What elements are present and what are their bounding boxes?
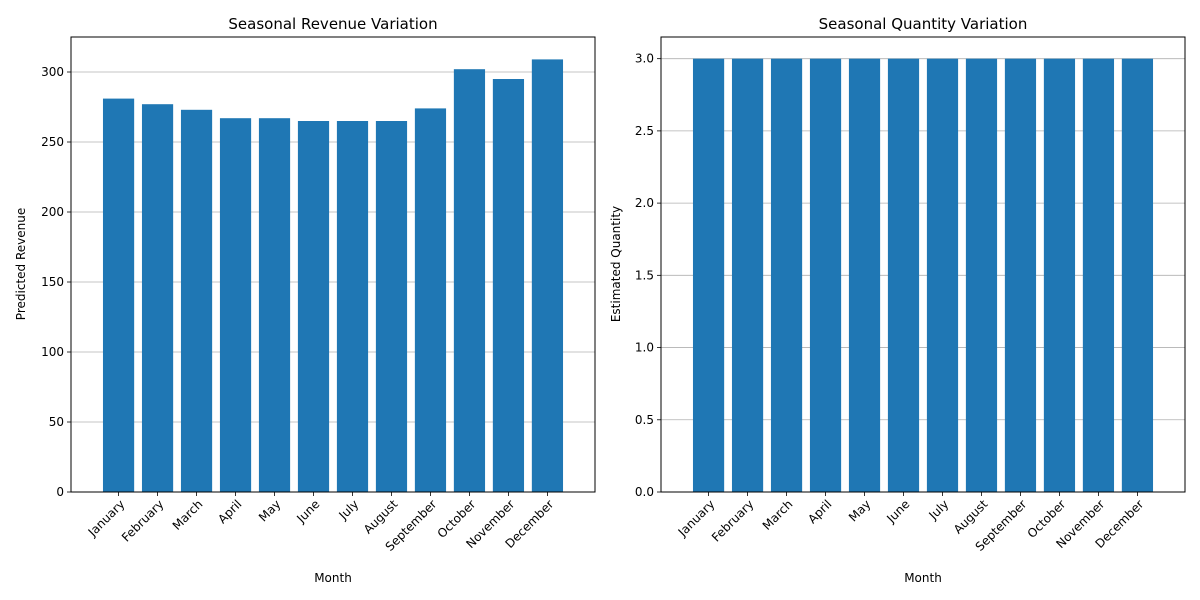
revenue-y-tick-label: 150 <box>41 275 64 289</box>
quantity-bar-november <box>1082 58 1115 493</box>
quantity-chart-title: Seasonal Quantity Variation <box>819 15 1028 33</box>
revenue-y-axis-label: Predicted Revenue <box>14 208 28 320</box>
quantity-y-tick-label: 2.0 <box>635 196 654 210</box>
revenue-bars <box>102 59 564 493</box>
revenue-bar-october <box>453 69 486 492</box>
quantity-bar-august <box>965 58 998 493</box>
revenue-y-tick-label: 300 <box>41 65 64 79</box>
revenue-bar-august <box>375 121 408 492</box>
quantity-x-axis-label: Month <box>904 571 942 585</box>
quantity-y-axis-label: Estimated Quantity <box>609 206 623 322</box>
revenue-plot-frame <box>70 36 596 493</box>
revenue-bar-april <box>219 118 252 492</box>
quantity-y-tick-label: 1.0 <box>635 341 654 355</box>
revenue-bar-december <box>531 59 564 493</box>
quantity-bar-april <box>809 58 842 493</box>
quantity-bar-october <box>1043 58 1076 493</box>
revenue-bar-february <box>141 104 174 492</box>
quantity-plot-frame <box>660 36 1186 493</box>
revenue-y-tick-label: 50 <box>49 415 64 429</box>
quantity-bar-may <box>848 58 881 493</box>
revenue-bar-july <box>336 121 369 492</box>
quantity-bar-december <box>1121 58 1154 493</box>
revenue-bar-january <box>102 98 135 492</box>
revenue-bar-june <box>297 121 330 492</box>
quantity-y-tick-label: 3.0 <box>635 52 654 66</box>
revenue-y-tick-label: 0 <box>56 485 64 499</box>
revenue-y-tick-label: 200 <box>41 205 64 219</box>
quantity-bar-june <box>887 58 920 493</box>
quantity-y-tick-label: 0.0 <box>635 485 654 499</box>
quantity-bar-january <box>692 58 725 493</box>
revenue-y-tick-label: 100 <box>41 345 64 359</box>
revenue-chart-title: Seasonal Revenue Variation <box>228 15 437 33</box>
quantity-bar-february <box>731 58 764 493</box>
quantity-bar-september <box>1004 58 1037 493</box>
revenue-y-ticks: 0 50 100 150 200 250 300 <box>41 65 71 499</box>
revenue-bar-march <box>180 109 213 493</box>
quantity-y-tick-label: 1.5 <box>635 268 654 282</box>
quantity-y-tick-label: 2.5 <box>635 124 654 138</box>
quantity-bar-july <box>926 58 959 493</box>
revenue-bar-september <box>414 108 447 493</box>
quantity-bar-march <box>770 58 803 493</box>
quantity-y-tick-label: 0.5 <box>635 413 654 427</box>
revenue-bar-november <box>492 79 525 492</box>
quantity-y-ticks: 0.0 0.5 1.0 1.5 2.0 2.5 3.0 <box>635 52 661 499</box>
revenue-bar-may <box>258 118 291 492</box>
revenue-x-axis-label: Month <box>314 571 352 585</box>
quantity-bars <box>692 58 1154 493</box>
revenue-y-tick-label: 250 <box>41 135 64 149</box>
